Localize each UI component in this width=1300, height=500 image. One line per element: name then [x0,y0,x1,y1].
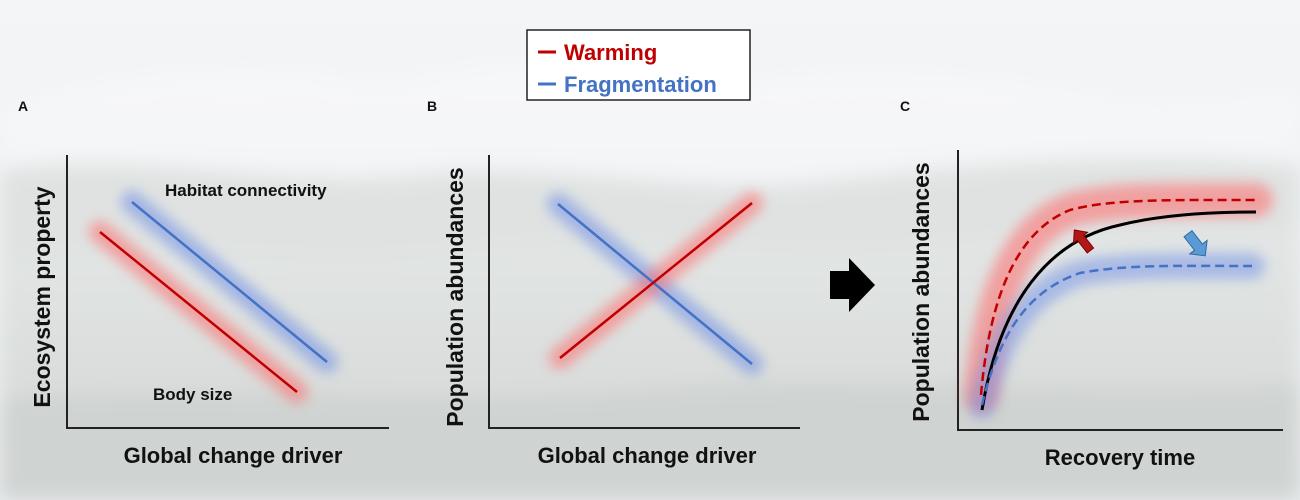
panel-b-fragmentation-line [557,203,753,365]
panel-b-warming-line [559,202,753,359]
panel-a-letter: A [18,98,28,114]
panel-b: B Population abundances Global change dr… [427,98,800,468]
panel-b-xlabel: Global change driver [538,443,757,468]
panel-c-fragmentation-curve [980,264,1253,406]
panel-b-ylabel: Population abundances [442,167,468,426]
panel-a-habitat-label: Habitat connectivity [165,181,327,200]
panel-c-letter: C [900,98,910,114]
panel-a-xlabel: Global change driver [124,443,343,468]
panel-a-axes [66,155,389,429]
legend-box [526,29,751,101]
panel-b-axes [488,155,800,429]
panel-c-warming-curve [979,198,1257,396]
panel-c-ylabel: Population abundances [908,162,934,421]
right-arrow-icon [830,258,875,312]
panel-c: C Population abundances Recovery time [900,98,1283,470]
panel-b-letter: B [427,98,437,114]
up-arrow-icon [1072,229,1095,254]
panel-a-ylabel: Ecosystem property [29,186,55,407]
panel-a: A Ecosystem property Global change drive… [18,98,389,468]
legend-warming-label: Warming [564,40,657,65]
panel-c-baseline-curve [980,210,1257,411]
legend-fragmentation-label: Fragmentation [564,72,717,97]
legend: Warming Fragmentation [526,29,751,101]
panel-c-xlabel: Recovery time [1045,445,1195,470]
down-arrow-icon [1183,229,1208,257]
panel-a-body-line [99,231,298,393]
panel-c-axes [957,150,1283,431]
panel-a-habitat-line [131,201,328,363]
panel-a-body-label: Body size [153,385,232,404]
